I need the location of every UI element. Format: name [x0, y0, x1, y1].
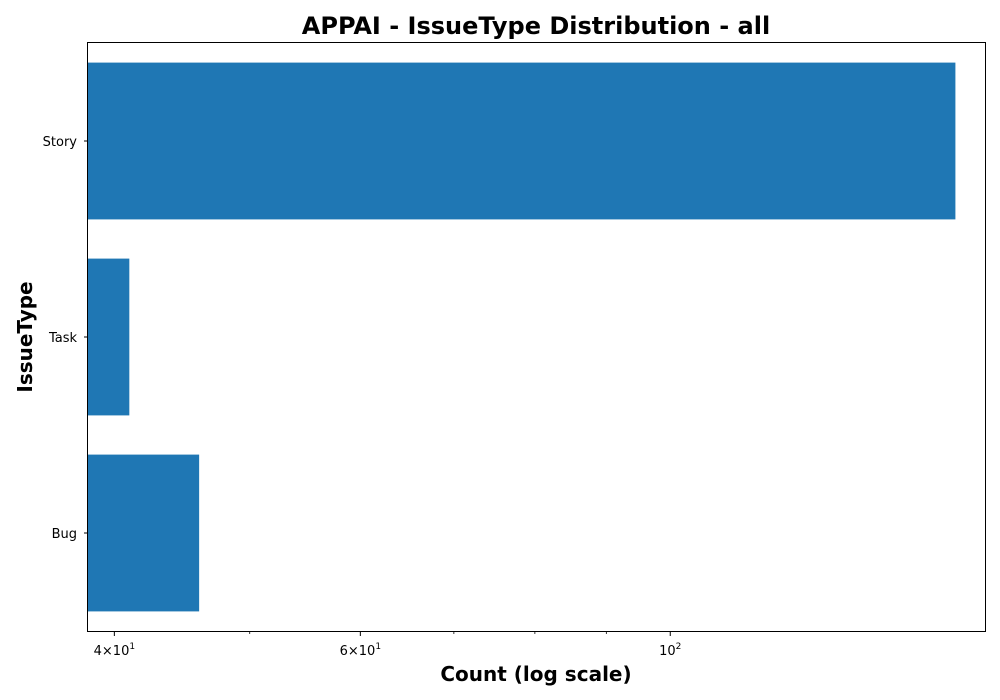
y-tick-label-bug: Bug: [52, 527, 77, 542]
x-axis-label: Count (log scale): [440, 662, 631, 686]
bar-bug: [88, 454, 200, 612]
x-tick-label-60: 6×101: [340, 642, 381, 659]
x-tick-label-100: 102: [659, 642, 681, 659]
y-tick-label-story: Story: [43, 135, 78, 150]
bar-story: [88, 62, 956, 220]
bars-layer: [88, 62, 956, 612]
chart-title: APPAI - IssueType Distribution - all: [302, 12, 770, 40]
y-axis: Story Task Bug: [43, 135, 88, 542]
y-axis-label: IssueType: [13, 281, 37, 392]
x-axis: 4×101 6×101 102: [94, 631, 681, 659]
bar-task: [88, 258, 130, 416]
x-tick-label-40: 4×101: [94, 642, 135, 659]
y-tick-label-task: Task: [48, 331, 78, 346]
